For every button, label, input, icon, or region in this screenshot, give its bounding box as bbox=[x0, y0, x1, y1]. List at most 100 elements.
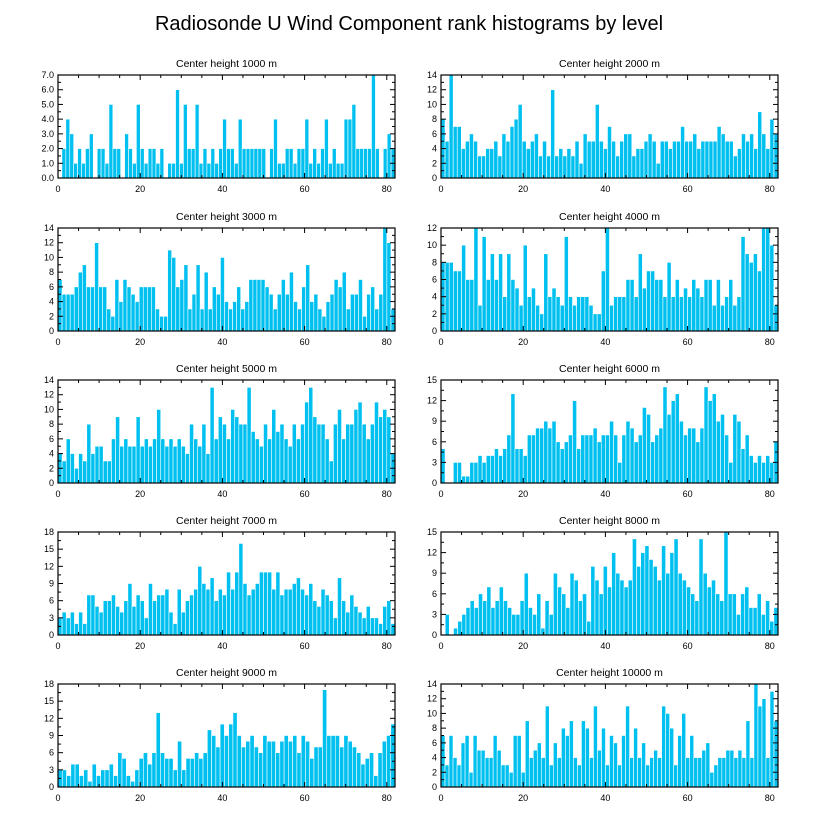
bar bbox=[234, 416, 240, 484]
bar bbox=[512, 735, 518, 788]
bar bbox=[288, 740, 293, 788]
bar bbox=[124, 133, 129, 179]
bar bbox=[102, 600, 108, 636]
bar bbox=[331, 148, 337, 179]
bar bbox=[550, 89, 555, 179]
bar bbox=[688, 140, 694, 179]
bar bbox=[110, 315, 116, 332]
bar bbox=[745, 140, 750, 179]
bar bbox=[605, 434, 610, 484]
y-tick-label: 6 bbox=[432, 437, 437, 447]
bar bbox=[355, 148, 361, 179]
bar bbox=[707, 400, 713, 484]
bar bbox=[773, 720, 779, 788]
bar bbox=[213, 438, 219, 484]
bar bbox=[536, 742, 542, 788]
bar bbox=[361, 617, 367, 636]
bar bbox=[605, 764, 610, 788]
bar bbox=[260, 279, 266, 332]
bar bbox=[85, 148, 90, 179]
bar bbox=[582, 593, 587, 636]
bar bbox=[94, 242, 99, 332]
bar bbox=[485, 279, 491, 332]
y-tick-label: 6 bbox=[432, 275, 437, 285]
bar bbox=[390, 723, 396, 788]
bar bbox=[381, 740, 387, 788]
bar bbox=[498, 586, 504, 636]
bar bbox=[207, 308, 213, 332]
bar bbox=[597, 749, 602, 788]
bar bbox=[160, 594, 166, 636]
panel-title: Center height 1000 m bbox=[176, 58, 277, 70]
bar bbox=[238, 423, 244, 484]
bar bbox=[645, 764, 650, 788]
y-tick-label: 2 bbox=[432, 767, 437, 777]
bar bbox=[679, 296, 684, 332]
bar bbox=[374, 308, 380, 332]
bar bbox=[666, 262, 672, 332]
bar bbox=[473, 462, 479, 484]
bar bbox=[89, 133, 94, 179]
bar bbox=[686, 586, 691, 636]
y-tick-label: 14 bbox=[427, 679, 437, 689]
x-tick-label: 40 bbox=[217, 337, 227, 347]
bar bbox=[160, 438, 166, 484]
bar bbox=[283, 588, 289, 636]
bar bbox=[724, 140, 730, 179]
bar bbox=[543, 253, 549, 332]
bar bbox=[586, 620, 592, 636]
bar bbox=[69, 133, 74, 179]
bar bbox=[517, 104, 523, 179]
bar bbox=[345, 611, 351, 636]
bar bbox=[308, 583, 314, 636]
bar bbox=[724, 296, 729, 332]
bar bbox=[636, 566, 641, 636]
bar bbox=[213, 600, 219, 636]
y-tick-label: 3 bbox=[432, 457, 437, 467]
panel-title: Center height 2000 m bbox=[559, 58, 660, 70]
bar bbox=[69, 293, 75, 332]
y-tick-label: 12 bbox=[44, 561, 54, 571]
bar bbox=[545, 705, 550, 788]
bar bbox=[183, 104, 188, 179]
y-tick-label: 2 bbox=[432, 309, 437, 319]
bar bbox=[156, 409, 162, 484]
bar bbox=[761, 462, 766, 484]
bar bbox=[697, 757, 703, 788]
bar bbox=[335, 162, 341, 179]
bar bbox=[728, 140, 734, 179]
bar bbox=[216, 293, 221, 332]
bar bbox=[374, 617, 379, 636]
bar bbox=[172, 769, 178, 788]
y-tick-label: 15 bbox=[44, 696, 54, 706]
bar bbox=[211, 735, 217, 788]
bar bbox=[254, 583, 260, 636]
bar bbox=[717, 757, 723, 788]
bar bbox=[544, 600, 550, 636]
bar bbox=[596, 313, 602, 332]
bar bbox=[320, 423, 326, 484]
y-tick-label: 0 bbox=[432, 326, 437, 336]
bar bbox=[528, 757, 534, 788]
bar bbox=[386, 735, 392, 788]
bar bbox=[745, 720, 751, 788]
panel-5: Center height 5000 m 0 20 40 60 80 0 2 4 6 8 10 12 14 bbox=[44, 363, 396, 499]
bar bbox=[569, 572, 575, 636]
bar bbox=[341, 438, 346, 484]
bar bbox=[86, 594, 92, 636]
bar bbox=[637, 757, 642, 788]
panel-4: Center height 4000 m 0 20 40 60 80 0 2 4 6 8 10 12 bbox=[427, 211, 779, 347]
bar bbox=[461, 614, 467, 636]
bar bbox=[180, 611, 186, 636]
bar bbox=[330, 735, 336, 788]
y-tick-label: 6.0 bbox=[41, 85, 54, 95]
bar bbox=[720, 133, 726, 179]
bar bbox=[695, 441, 701, 484]
bar bbox=[369, 752, 374, 788]
bar bbox=[248, 279, 254, 332]
bar bbox=[554, 155, 560, 179]
bar bbox=[90, 286, 95, 332]
bar bbox=[115, 606, 120, 636]
bar bbox=[87, 780, 93, 788]
panel-title: Center height 4000 m bbox=[559, 211, 660, 223]
